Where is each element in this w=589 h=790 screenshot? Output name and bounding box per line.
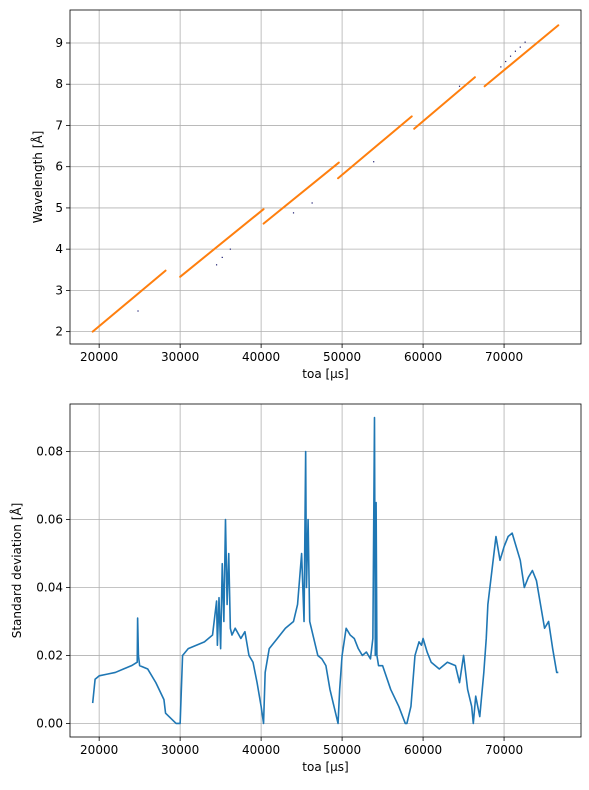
y-tick-label: 5 xyxy=(55,201,63,215)
y-tick-label: 0.02 xyxy=(36,648,63,662)
y-tick-label: 7 xyxy=(55,118,63,132)
data-point xyxy=(458,85,461,87)
x-tick-label: 40000 xyxy=(242,350,280,364)
wavelength-segment xyxy=(337,115,413,180)
wavelength-segment xyxy=(262,161,340,225)
data-point xyxy=(524,41,526,43)
y-tick-label: 8 xyxy=(55,77,63,91)
wavelength-segment xyxy=(179,208,265,278)
y-tick-label: 0.00 xyxy=(36,716,63,730)
y-tick-label: 9 xyxy=(55,36,63,50)
x-tick-label: 60000 xyxy=(404,350,442,364)
wavelength-chart: 20000 30000 40000 50000 60000 70000 2 3 4 5 6 7 8 9 to… xyxy=(30,9,582,381)
y-tick-label: 3 xyxy=(55,283,63,297)
data-point xyxy=(514,50,517,52)
x-axis-label: toa [µs] xyxy=(302,760,348,774)
y-tick-label: 4 xyxy=(55,242,63,256)
data-point xyxy=(505,60,507,63)
x-tick-label: 60000 xyxy=(404,743,442,757)
y-tick-label: 0.04 xyxy=(36,580,63,594)
data-point xyxy=(311,202,313,204)
y-axis-label: Standard deviation [Å] xyxy=(9,503,24,639)
data-point xyxy=(229,248,231,250)
std-deviation-line xyxy=(91,416,559,725)
y-tick-label: 0.06 xyxy=(36,513,63,527)
data-point xyxy=(215,264,218,266)
std-deviation-chart: 20000 30000 40000 50000 60000 70000 0.00 0.02 0.… xyxy=(9,403,582,774)
data-point xyxy=(137,310,139,312)
wavelength-segment xyxy=(413,76,476,130)
axes-frame xyxy=(69,403,582,738)
x-tick-label: 30000 xyxy=(161,743,199,757)
y-tick-label: 0.08 xyxy=(36,445,63,459)
data-point xyxy=(519,46,521,48)
axes-frame xyxy=(69,9,582,345)
y-tick-label: 6 xyxy=(55,160,63,174)
data-point xyxy=(500,66,502,68)
wavelength-segment xyxy=(483,24,560,88)
x-axis-label: toa [µs] xyxy=(302,367,348,381)
wavelength-segment xyxy=(91,269,167,333)
x-tick-label: 20000 xyxy=(80,743,118,757)
data-point xyxy=(509,55,512,57)
x-tick-label: 30000 xyxy=(161,350,199,364)
data-point xyxy=(373,161,375,163)
x-tick-label: 70000 xyxy=(485,350,523,364)
x-tick-label: 40000 xyxy=(242,743,280,757)
data-point xyxy=(221,256,223,259)
y-tick-label: 2 xyxy=(55,325,63,339)
x-tick-label: 20000 xyxy=(80,350,118,364)
x-tick-label: 70000 xyxy=(485,743,523,757)
x-tick-label: 50000 xyxy=(323,743,361,757)
x-tick-label: 50000 xyxy=(323,350,361,364)
data-point xyxy=(292,212,295,214)
y-axis-label: Wavelength [Å] xyxy=(30,131,45,224)
